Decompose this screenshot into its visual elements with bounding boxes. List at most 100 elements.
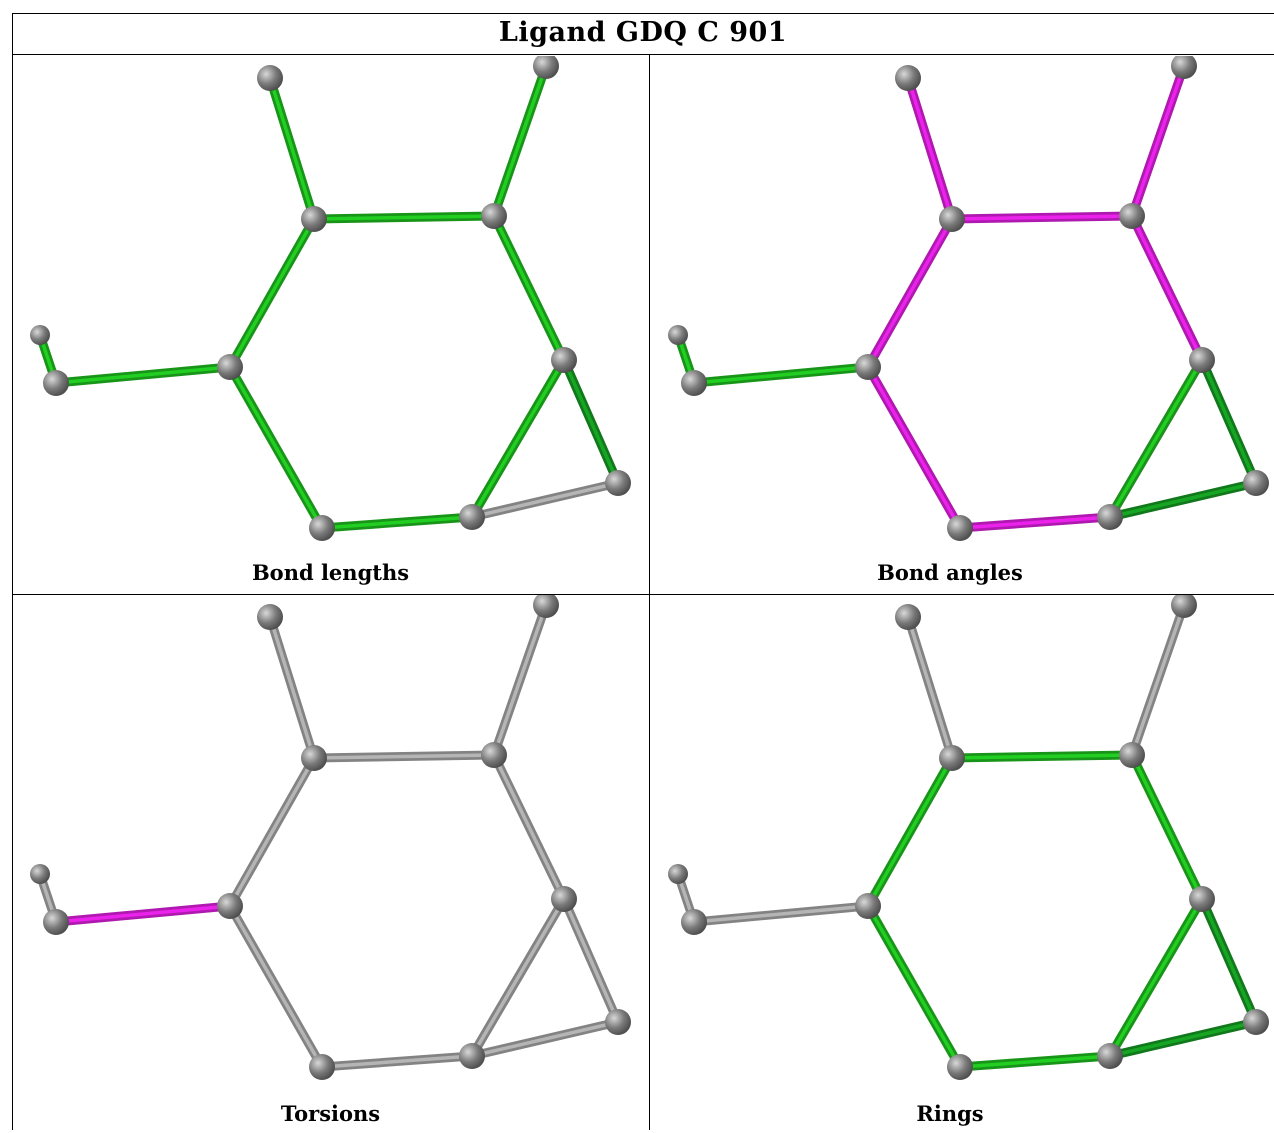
atom: [939, 206, 965, 232]
atom: [1119, 742, 1145, 768]
atom: [1097, 504, 1123, 530]
atom: [301, 206, 327, 232]
bond: [317, 512, 477, 533]
bond: [863, 362, 965, 533]
atom: [895, 604, 921, 630]
bond: [947, 750, 1137, 763]
bond: [1105, 1017, 1261, 1061]
bond: [559, 355, 623, 488]
panel-bond-lengths: Bond lengths: [12, 56, 649, 594]
bond: [489, 750, 569, 904]
atom: [1171, 56, 1197, 79]
bond: [903, 612, 957, 763]
bond: [467, 1017, 623, 1061]
panel-caption: Bond lengths: [251, 560, 410, 585]
atom: [551, 347, 577, 373]
bond: [903, 73, 957, 224]
bond: [225, 214, 319, 372]
atom: [309, 1054, 335, 1080]
bond: [1127, 211, 1207, 365]
bond: [1197, 355, 1261, 488]
bond: [1127, 61, 1189, 221]
atom: [1119, 203, 1145, 229]
bond: [225, 901, 327, 1072]
atom: [551, 886, 577, 912]
atom: [459, 504, 485, 530]
bond: [317, 1051, 477, 1072]
atom: [309, 515, 335, 541]
bond: [955, 512, 1115, 533]
atom: [533, 595, 559, 618]
atom: [947, 1054, 973, 1080]
atom: [947, 515, 973, 541]
panel-torsions: Torsions: [12, 595, 649, 1133]
panel-caption: Bond angles: [877, 560, 1023, 585]
page-title: Ligand GDQ C 901: [498, 17, 788, 48]
bond: [863, 214, 957, 372]
atom: [257, 604, 283, 630]
atom: [895, 65, 921, 91]
bond: [559, 894, 623, 1027]
atom: [43, 370, 69, 396]
bond: [1197, 894, 1261, 1027]
atom: [605, 1009, 631, 1035]
molecule-diagram: [30, 595, 631, 1080]
atom: [1243, 1009, 1269, 1035]
bond: [309, 211, 499, 224]
atom: [301, 745, 327, 771]
bond: [1127, 750, 1207, 904]
bond: [1105, 478, 1261, 522]
atom: [681, 909, 707, 935]
bond: [1105, 355, 1207, 522]
bond: [955, 1051, 1115, 1072]
atom: [217, 354, 243, 380]
bond: [225, 362, 327, 533]
panel-rings: Rings: [650, 595, 1274, 1133]
bond: [467, 478, 623, 522]
atom: [668, 325, 688, 345]
molecule-diagram: [668, 56, 1269, 541]
bond: [309, 750, 499, 763]
atom: [855, 354, 881, 380]
row-divider: [12, 594, 1274, 595]
bond: [863, 753, 957, 911]
bond: [51, 901, 235, 927]
bond: [265, 612, 319, 763]
panel-bond-angles: Bond angles: [650, 56, 1274, 594]
molecule-diagram: [668, 595, 1269, 1080]
atom: [1097, 1043, 1123, 1069]
atom: [533, 56, 559, 79]
atom: [668, 864, 688, 884]
bond: [1105, 894, 1207, 1061]
bond: [489, 600, 551, 760]
atom: [1189, 347, 1215, 373]
bond: [863, 901, 965, 1072]
atom: [605, 470, 631, 496]
atom: [257, 65, 283, 91]
atom: [30, 325, 50, 345]
atom: [939, 745, 965, 771]
bond: [689, 901, 873, 927]
bond: [1127, 600, 1189, 760]
bond: [489, 61, 551, 221]
atom: [1243, 470, 1269, 496]
molecule-diagram: [30, 56, 631, 541]
bond: [225, 753, 319, 911]
bond: [467, 894, 569, 1061]
atom: [481, 203, 507, 229]
atom: [1189, 886, 1215, 912]
title-row: Ligand GDQ C 901: [12, 13, 1274, 55]
bond: [947, 211, 1137, 224]
atom: [681, 370, 707, 396]
bond: [265, 73, 319, 224]
atom: [855, 893, 881, 919]
bond: [51, 362, 235, 388]
table-frame: [12, 13, 1274, 1130]
panel-caption: Rings: [916, 1101, 984, 1126]
column-divider: [649, 55, 650, 1130]
bond: [467, 355, 569, 522]
atom: [43, 909, 69, 935]
atom: [1171, 595, 1197, 618]
atom: [459, 1043, 485, 1069]
atom: [481, 742, 507, 768]
